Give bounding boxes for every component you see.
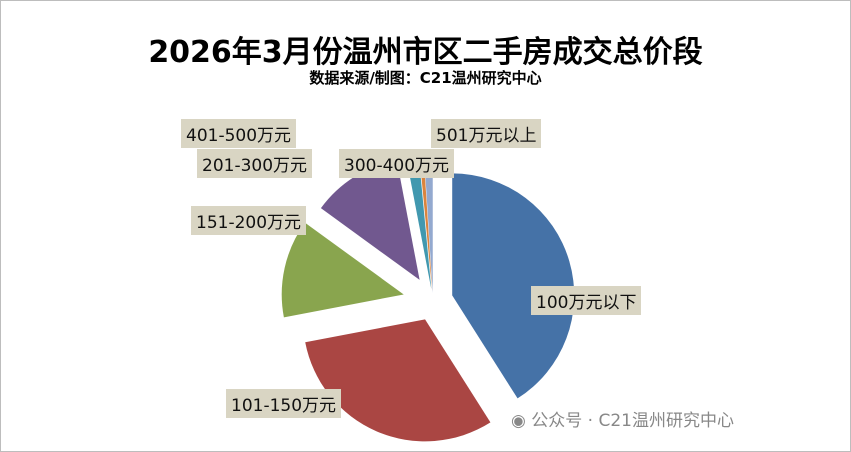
- wechat-icon: ◉: [511, 411, 532, 431]
- pie-slice-6: [425, 171, 433, 294]
- watermark-text: 公众号 · C21温州研究中心: [531, 411, 734, 431]
- chart-subtitle: 数据来源/制图：C21温州研究中心: [309, 69, 542, 87]
- data-label: 151-200万元: [191, 206, 307, 235]
- data-label: 501万元以上: [431, 119, 542, 148]
- data-label: 401-500万元: [181, 119, 297, 148]
- watermark: ◉ 公众号 · C21温州研究中心: [511, 406, 734, 431]
- pie-slice-1: [305, 319, 491, 442]
- pie-slice-4: [408, 167, 432, 290]
- pie-slice-2: [281, 222, 404, 318]
- data-label: 100万元以下: [531, 286, 642, 315]
- pie-slice-3: [320, 160, 420, 280]
- data-label: 201-300万元: [197, 149, 313, 178]
- data-label: 300-400万元: [339, 149, 455, 178]
- pie-slice-0: [452, 173, 575, 399]
- pie-slice-5: [420, 169, 433, 292]
- data-label: 101-150万元: [226, 389, 342, 418]
- chart-title: 2026年3月份温州市区二手房成交总价段: [148, 35, 703, 70]
